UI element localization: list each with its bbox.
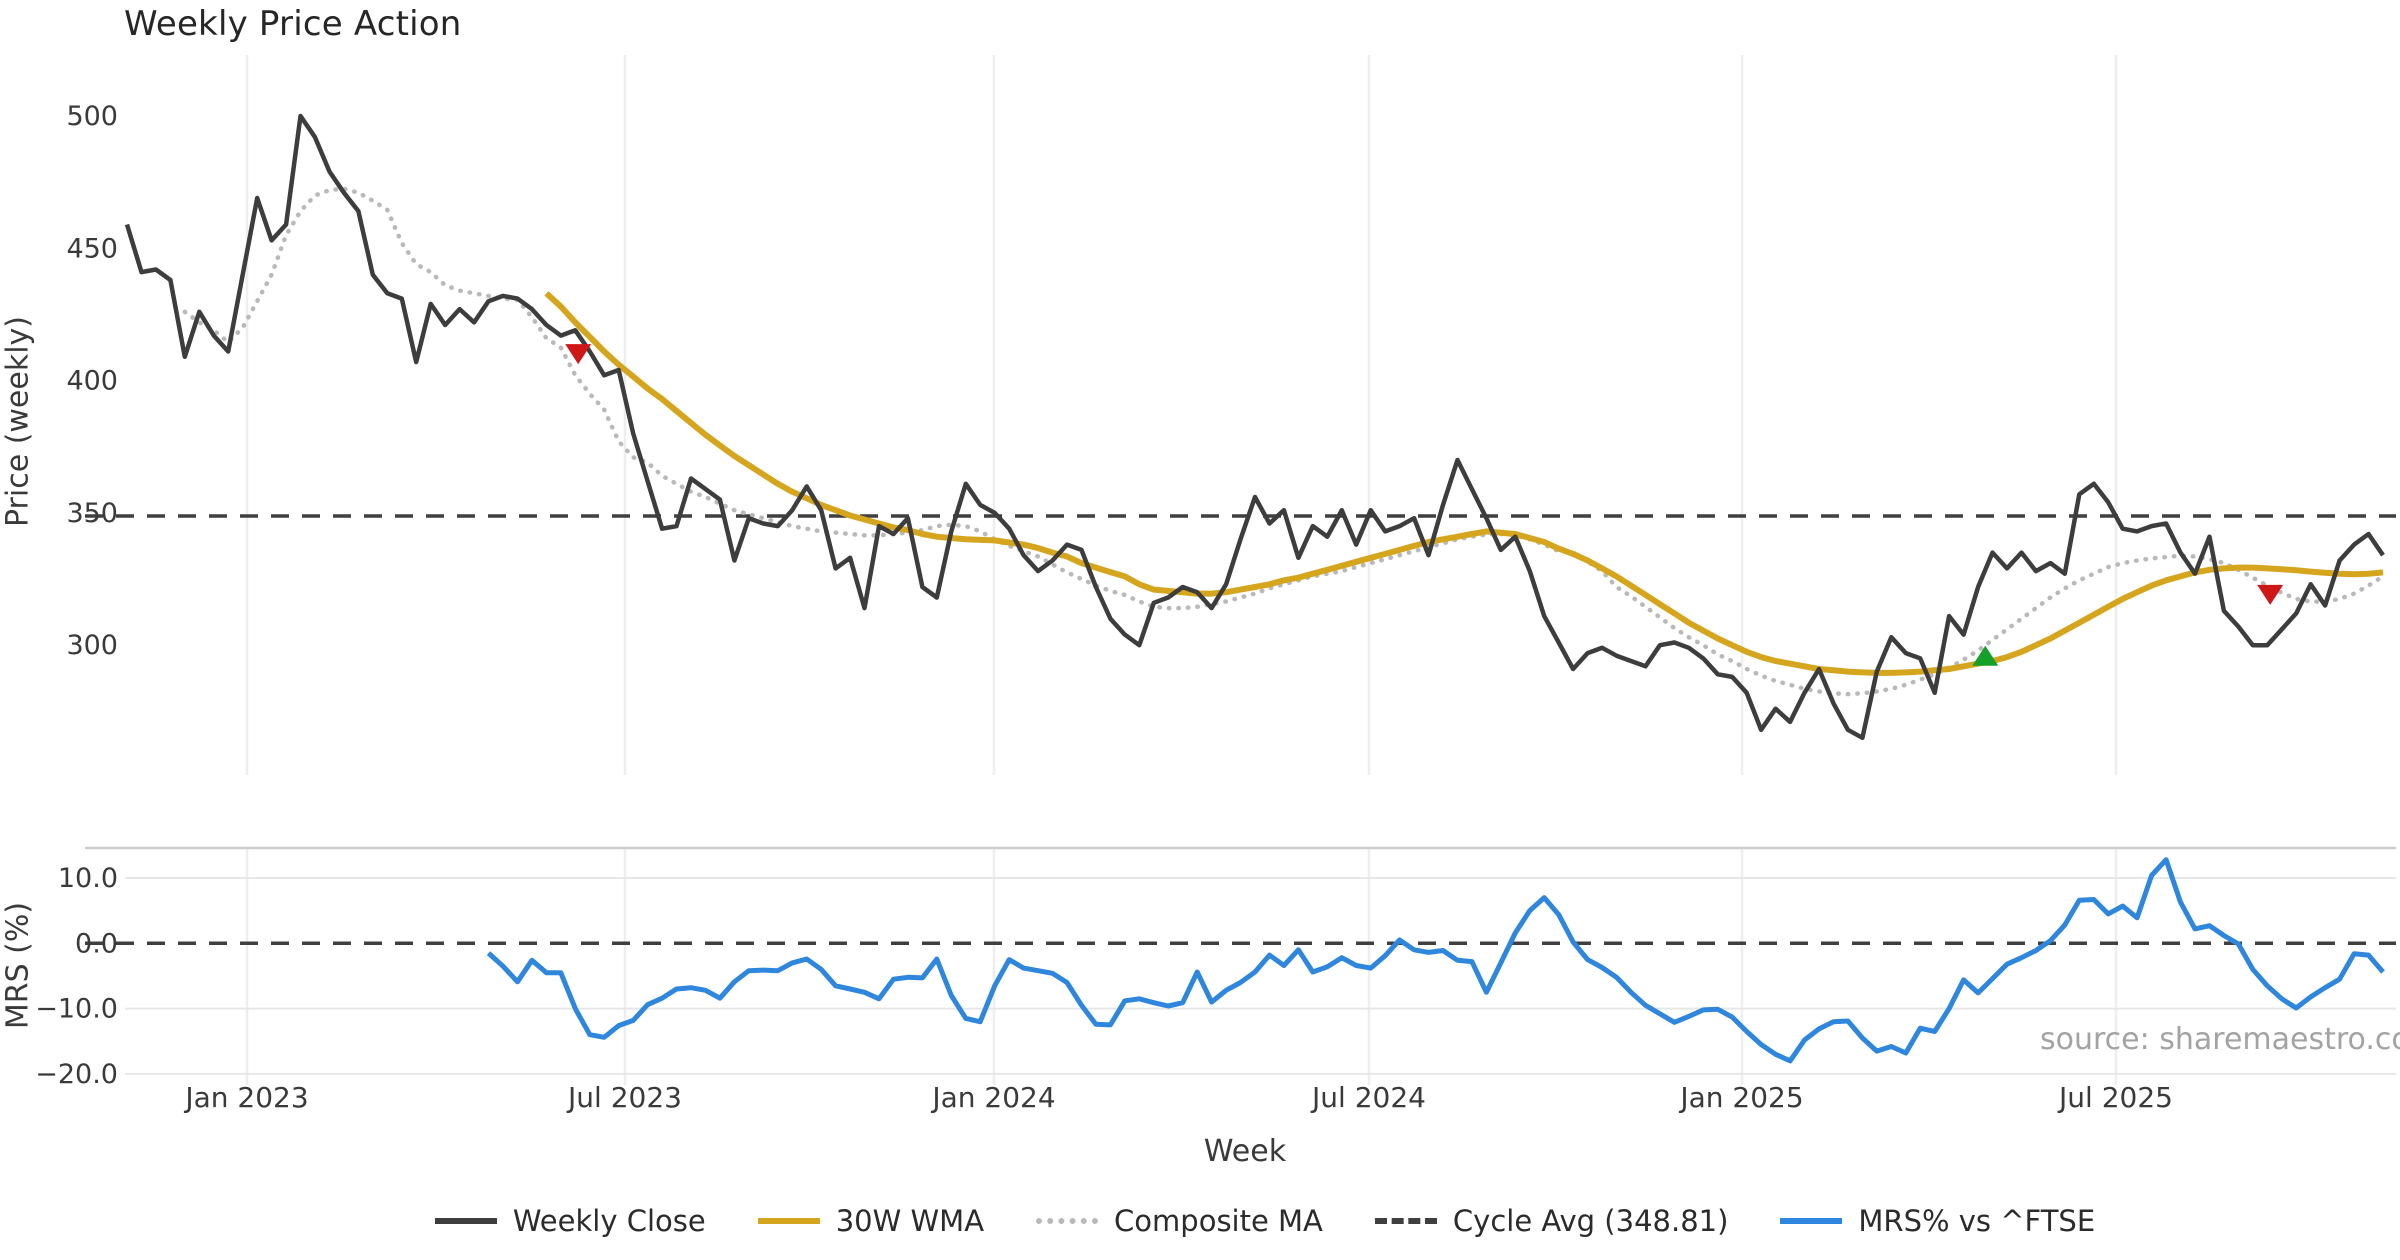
legend-swatch <box>1374 1218 1437 1224</box>
legend-item-mrs-vs-ftse: MRS% vs ^FTSE <box>1780 1204 2095 1238</box>
x-axis-title: Week <box>1203 1134 1287 1169</box>
svg-text:Jul 2025: Jul 2025 <box>2057 1081 2173 1114</box>
mrs-axis-title: MRS (%) <box>0 901 36 1030</box>
legend-item-cycle-avg-348-81-: Cycle Avg (348.81) <box>1374 1204 1729 1238</box>
svg-text:−10.0: −10.0 <box>35 994 118 1025</box>
svg-text:450: 450 <box>66 233 118 264</box>
price-axis-title: Price (weekly) <box>0 315 36 528</box>
legend-swatch <box>1036 1218 1099 1224</box>
legend-item-30w-wma: 30W WMA <box>757 1204 985 1238</box>
svg-text:Jan 2023: Jan 2023 <box>183 1081 308 1114</box>
svg-text:−20.0: −20.0 <box>35 1059 118 1090</box>
svg-text:0.0: 0.0 <box>75 928 118 959</box>
legend-item-composite-ma: Composite MA <box>1036 1204 1323 1238</box>
chart-title: Weekly Price Action <box>124 4 462 44</box>
legend-label: MRS% vs ^FTSE <box>1858 1204 2096 1238</box>
svg-text:350: 350 <box>66 498 118 529</box>
svg-text:400: 400 <box>66 366 118 397</box>
svg-text:500: 500 <box>66 101 118 132</box>
svg-text:Jan 2024: Jan 2024 <box>930 1081 1055 1114</box>
legend: Weekly Close 30W WMA Composite MA Cycle Avg… <box>140 1204 2390 1238</box>
svg-text:Jan 2025: Jan 2025 <box>1678 1081 1803 1114</box>
legend-label: Composite MA <box>1114 1204 1323 1238</box>
svg-text:Jul 2023: Jul 2023 <box>566 1081 682 1114</box>
svg-text:10.0: 10.0 <box>58 863 118 894</box>
svg-text:Jul 2024: Jul 2024 <box>1310 1081 1426 1114</box>
legend-item-weekly-close: Weekly Close <box>434 1204 706 1238</box>
legend-swatch <box>434 1218 497 1224</box>
legend-label: 30W WMA <box>835 1204 985 1238</box>
source-watermark: source: sharemaestro.com <box>2040 1022 2400 1057</box>
legend-label: Cycle Avg (348.81) <box>1452 1204 1729 1238</box>
svg-text:300: 300 <box>66 630 118 661</box>
legend-swatch <box>757 1218 820 1224</box>
legend-swatch <box>1780 1218 1843 1224</box>
legend-label: Weekly Close <box>512 1204 706 1238</box>
